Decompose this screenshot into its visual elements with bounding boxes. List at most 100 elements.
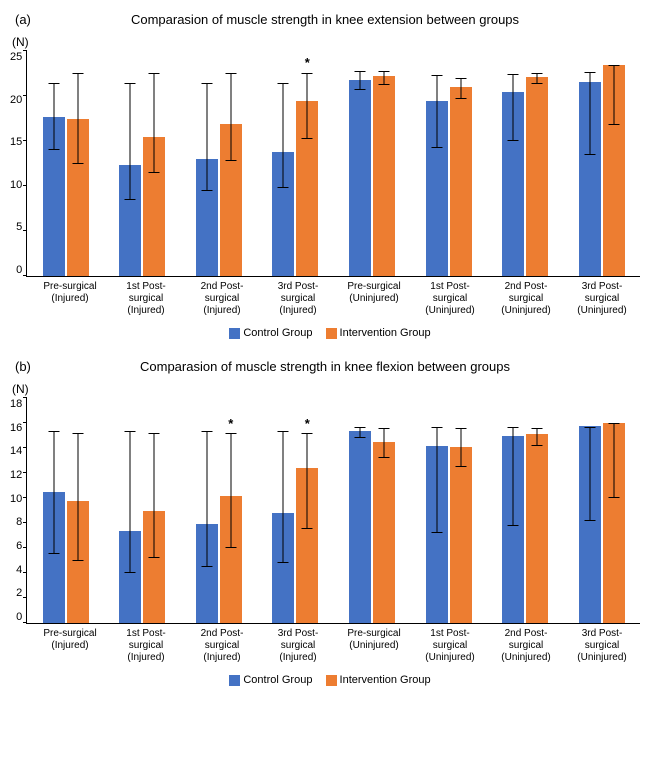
y-tick-label: 15 — [10, 136, 22, 148]
y-axis: 25 20 15 10 5 0 — [10, 51, 26, 276]
y-tick-label: 10 — [10, 493, 22, 505]
bar-group — [334, 398, 411, 623]
y-tick-label: 12 — [10, 469, 22, 481]
error-bar — [513, 74, 514, 142]
error-bar — [154, 433, 155, 558]
significance-marker: * — [305, 416, 310, 431]
significance-marker: * — [228, 416, 233, 431]
y-tick-label: 25 — [10, 51, 22, 63]
bar-intervention — [450, 87, 472, 276]
chart-panel-a: (a) Comparasion of muscle strength in kn… — [10, 12, 640, 339]
x-tick-label: 3rd Post-surgical(Uninjured) — [564, 628, 640, 664]
y-tick-label: 2 — [16, 587, 22, 599]
error-bar — [154, 73, 155, 173]
x-tick-label: 3rd Post-surgical(Injured) — [260, 281, 336, 317]
y-tick-label: 8 — [16, 516, 22, 528]
error-bar — [613, 423, 614, 498]
error-bar — [230, 73, 231, 161]
legend: Control Group Intervention Group — [10, 327, 640, 339]
legend-label-intervention: Intervention Group — [340, 327, 431, 339]
error-bar — [613, 65, 614, 125]
error-bar — [307, 73, 308, 140]
x-axis: Pre-surgical(Injured)1st Post-surgical(I… — [32, 628, 640, 664]
error-bar — [359, 427, 360, 438]
x-tick-label: 3rd Post-surgical(Injured) — [260, 628, 336, 664]
legend-label-intervention: Intervention Group — [340, 674, 431, 686]
error-bar — [206, 431, 207, 567]
bar-group — [563, 398, 640, 623]
legend-label-control: Control Group — [243, 327, 312, 339]
bar-intervention — [450, 447, 472, 623]
bar-intervention — [526, 434, 548, 623]
bar-group — [410, 398, 487, 623]
legend-swatch-intervention — [326, 328, 337, 339]
x-tick-label: 3rd Post-surgical(Uninjured) — [564, 281, 640, 317]
error-bar — [230, 433, 231, 548]
error-bar — [460, 78, 461, 99]
legend: Control Group Intervention Group — [10, 674, 640, 686]
x-tick-label: 2nd Post-surgical(Uninjured) — [488, 281, 564, 317]
bar-group — [27, 51, 104, 276]
bar-group — [27, 398, 104, 623]
error-bar — [589, 427, 590, 521]
plot-area: * * — [26, 398, 640, 624]
y-tick-label: 16 — [10, 422, 22, 434]
error-bar — [513, 427, 514, 526]
bar-group — [104, 51, 181, 276]
bar-group: * — [257, 51, 334, 276]
y-axis-unit: (N) — [12, 382, 640, 396]
x-tick-label: 2nd Post-surgical(Uninjured) — [488, 628, 564, 664]
y-tick-label: 0 — [16, 611, 22, 623]
error-bar — [206, 83, 207, 191]
x-tick-label: Pre-surgical(Injured) — [32, 628, 108, 664]
error-bar — [53, 431, 54, 555]
error-bar — [537, 73, 538, 85]
error-bar — [283, 431, 284, 564]
chart-panel-b: (b) Comparasion of muscle strength in kn… — [10, 359, 640, 686]
panel-label: (a) — [15, 12, 31, 27]
bar-group: * — [257, 398, 334, 623]
error-bar — [283, 83, 284, 188]
bar-control — [349, 80, 371, 276]
bar-group — [563, 51, 640, 276]
error-bar — [436, 427, 437, 533]
y-tick-label: 4 — [16, 564, 22, 576]
y-tick-label: 10 — [10, 179, 22, 191]
chart-title: Comparasion of muscle strength in knee e… — [10, 12, 640, 27]
x-tick-label: Pre-surgical(Uninjured) — [336, 281, 412, 317]
bar-intervention — [526, 77, 548, 276]
error-bar — [460, 428, 461, 467]
plot-area: * — [26, 51, 640, 277]
bar-control — [349, 431, 371, 624]
bar-group — [487, 51, 564, 276]
x-tick-label: 1st Post-surgical(Injured) — [108, 281, 184, 317]
significance-marker: * — [305, 55, 310, 70]
error-bar — [130, 431, 131, 574]
error-bar — [130, 83, 131, 200]
error-bar — [307, 433, 308, 529]
x-tick-label: Pre-surgical(Injured) — [32, 281, 108, 317]
error-bar — [53, 83, 54, 151]
bar-group — [180, 51, 257, 276]
y-tick-label: 5 — [16, 221, 22, 233]
bar-group: * — [180, 398, 257, 623]
error-bar — [436, 75, 437, 148]
x-tick-label: 2nd Post-surgical(Injured) — [184, 628, 260, 664]
bar-group — [104, 398, 181, 623]
x-tick-label: 1st Post-surgical(Uninjured) — [412, 628, 488, 664]
y-tick-label: 20 — [10, 94, 22, 106]
panel-label: (b) — [15, 359, 31, 374]
bar-intervention — [373, 442, 395, 623]
y-tick-label: 18 — [10, 398, 22, 410]
y-axis-unit: (N) — [12, 35, 640, 49]
bar-intervention — [373, 76, 395, 276]
legend-swatch-control — [229, 328, 240, 339]
y-tick-label: 0 — [16, 264, 22, 276]
legend-swatch-control — [229, 675, 240, 686]
error-bar — [77, 73, 78, 164]
x-tick-label: Pre-surgical(Uninjured) — [336, 628, 412, 664]
legend-label-control: Control Group — [243, 674, 312, 686]
y-tick-label: 6 — [16, 540, 22, 552]
bar-group — [334, 51, 411, 276]
legend-swatch-intervention — [326, 675, 337, 686]
